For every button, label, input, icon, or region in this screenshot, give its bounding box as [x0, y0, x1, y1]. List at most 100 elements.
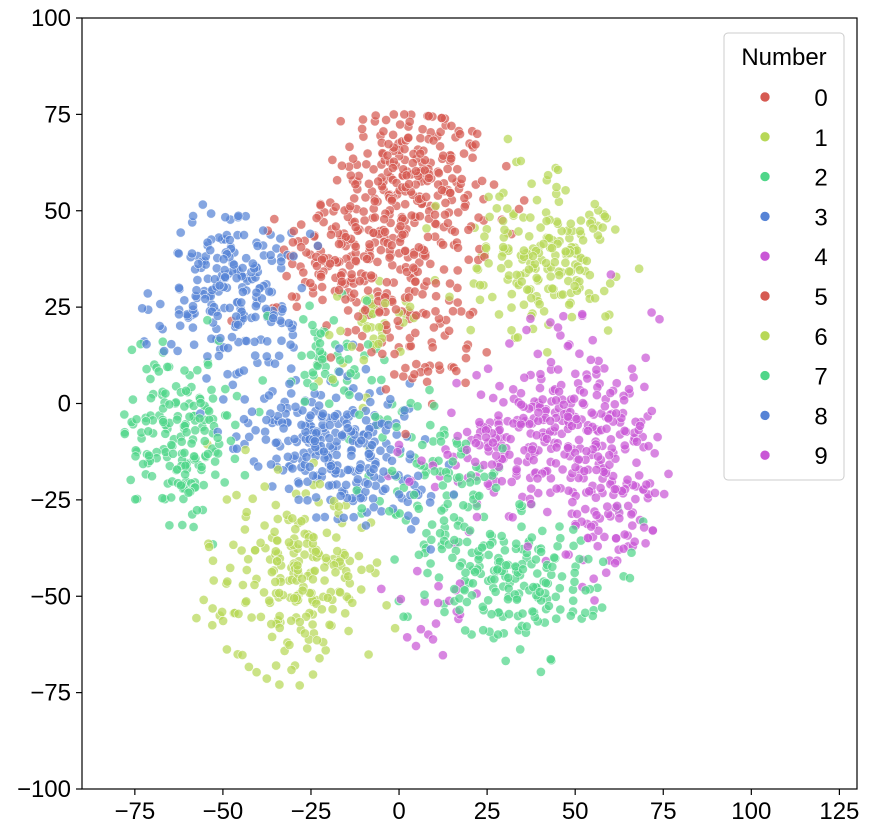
point-number-8: [378, 466, 389, 477]
point-number-7: [162, 361, 173, 372]
point-number-9: [618, 543, 629, 554]
point-number-5: [380, 226, 390, 237]
point-number-1: [565, 218, 576, 229]
point-number-3: [264, 390, 274, 401]
point-number-2: [477, 542, 487, 553]
point-number-2: [425, 420, 436, 430]
point-number-0: [514, 204, 524, 214]
point-number-2: [555, 533, 566, 544]
point-number-8: [325, 461, 336, 471]
point-number-2: [551, 613, 562, 624]
point-number-5: [431, 291, 441, 302]
point-number-6: [327, 604, 338, 615]
point-number-7: [317, 354, 328, 365]
point-number-9: [591, 492, 601, 503]
point-number-1: [597, 222, 608, 233]
point-number-4: [591, 464, 602, 475]
point-number-7: [166, 492, 177, 503]
point-number-8: [410, 516, 421, 526]
point-number-7: [168, 448, 178, 459]
point-number-9: [437, 650, 448, 661]
point-number-6: [335, 587, 345, 598]
point-number-0: [446, 153, 456, 164]
point-number-7: [213, 448, 223, 459]
point-number-4: [624, 384, 634, 395]
point-number-8: [250, 425, 261, 436]
point-number-0: [357, 123, 367, 134]
point-number-8: [334, 366, 345, 377]
point-number-9: [623, 500, 634, 511]
point-number-9: [470, 456, 481, 467]
point-number-3: [175, 320, 186, 331]
point-number-7: [141, 416, 151, 427]
point-number-3: [227, 379, 238, 390]
point-number-2: [521, 621, 532, 632]
point-number-1: [506, 302, 517, 313]
point-number-1: [524, 264, 534, 275]
point-number-5: [316, 271, 326, 282]
point-number-2: [465, 525, 475, 536]
point-number-1: [498, 242, 509, 252]
point-number-5: [451, 366, 462, 376]
point-number-6: [267, 632, 277, 642]
point-number-1: [563, 276, 574, 286]
point-number-2: [439, 515, 449, 526]
point-number-6: [327, 374, 338, 385]
point-number-1: [513, 226, 524, 237]
point-number-7: [181, 385, 191, 396]
point-number-9: [395, 594, 406, 604]
point-number-8: [266, 459, 276, 470]
point-number-8: [331, 392, 341, 403]
point-number-7: [160, 428, 171, 439]
point-number-3: [205, 245, 216, 256]
point-number-8: [448, 489, 459, 500]
point-number-7: [179, 447, 190, 458]
point-number-5: [422, 376, 432, 387]
point-number-9: [574, 434, 584, 445]
point-number-3: [220, 272, 230, 282]
point-number-6: [343, 626, 354, 636]
point-number-1: [511, 269, 522, 280]
point-number-9: [487, 437, 498, 448]
point-number-1: [444, 291, 455, 302]
point-number-7: [257, 375, 268, 386]
point-number-6: [324, 619, 335, 630]
point-number-9: [630, 494, 641, 504]
point-number-5: [372, 256, 383, 267]
point-number-1: [574, 265, 585, 275]
point-number-2: [583, 554, 594, 564]
point-number-9: [472, 512, 482, 522]
point-number-4: [663, 468, 674, 479]
point-number-5: [350, 325, 361, 336]
point-number-0: [417, 124, 428, 135]
point-number-0: [428, 135, 439, 146]
point-number-7: [230, 419, 241, 430]
point-number-3: [142, 288, 153, 299]
point-number-6: [301, 611, 311, 622]
point-number-8: [403, 510, 414, 521]
point-number-8: [352, 474, 363, 485]
point-number-2: [568, 584, 578, 595]
point-number-3: [285, 339, 296, 350]
point-number-6: [390, 623, 400, 634]
point-number-9: [586, 407, 597, 418]
point-number-8: [287, 463, 298, 474]
point-number-9: [599, 532, 610, 542]
point-number-3: [154, 321, 165, 331]
point-number-2: [554, 521, 565, 532]
point-number-4: [553, 322, 563, 333]
point-number-2: [477, 601, 488, 612]
point-number-5: [400, 429, 411, 439]
point-number-9: [595, 483, 606, 493]
point-number-6: [241, 507, 252, 518]
point-number-2: [625, 573, 635, 583]
point-number-3: [137, 303, 148, 314]
point-number-2: [569, 567, 580, 578]
point-number-6: [243, 554, 254, 565]
point-number-0: [467, 152, 478, 163]
point-number-5: [423, 366, 433, 377]
point-number-8: [239, 394, 250, 405]
point-number-8: [311, 512, 322, 523]
point-number-5: [409, 369, 420, 380]
point-number-5: [444, 325, 454, 336]
